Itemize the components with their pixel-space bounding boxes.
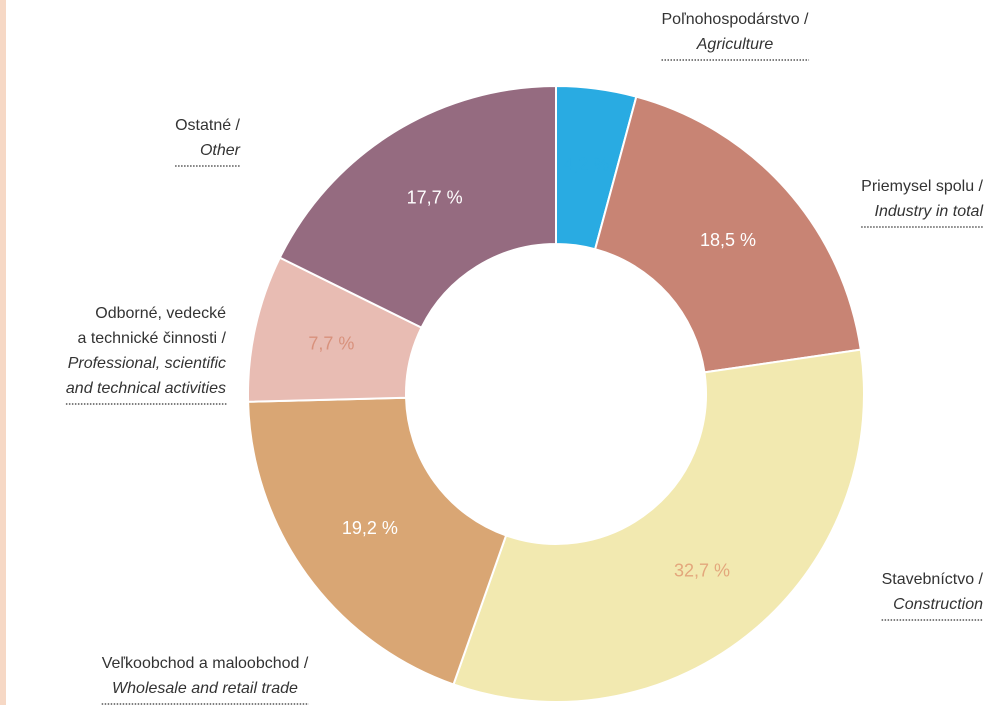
value-label: 18,5 %	[700, 230, 756, 250]
side-strip	[0, 0, 6, 705]
donut-slice	[278, 84, 557, 329]
category-label: Odborné, vedecké	[95, 305, 226, 322]
category-label-en: Wholesale and retail trade	[112, 680, 298, 697]
donut-slice	[593, 95, 862, 374]
category-label: Veľkoobchod a maloobchod /	[102, 655, 309, 672]
category-label-en: Other	[200, 142, 241, 159]
value-label: 19,2 %	[342, 518, 398, 538]
donut-slice	[247, 396, 508, 686]
category-label-en: Industry in total	[875, 203, 984, 220]
category-label-en: Professional, scientific	[68, 355, 226, 372]
category-label: Ostatné /	[175, 117, 240, 134]
category-label: Priemysel spolu /	[861, 178, 983, 195]
value-label: 7,7 %	[308, 333, 354, 353]
value-label: 32,7 %	[674, 560, 730, 580]
category-label-en: and technical activities	[66, 380, 226, 397]
category-label: Stavebníctvo /	[882, 571, 984, 588]
value-label: 17,7 %	[407, 187, 463, 207]
category-label: a technické činnosti /	[77, 330, 226, 347]
category-label-en: Construction	[893, 596, 983, 613]
value-label: 4,2 %	[563, 155, 609, 175]
donut-slice	[452, 348, 865, 703]
category-label: Poľnohospodárstvo /	[662, 11, 810, 28]
category-label-en: Agriculture	[696, 36, 774, 53]
